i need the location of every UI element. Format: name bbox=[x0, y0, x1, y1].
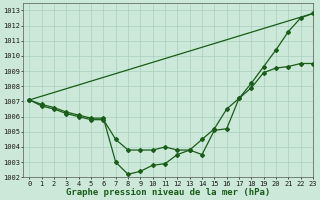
X-axis label: Graphe pression niveau de la mer (hPa): Graphe pression niveau de la mer (hPa) bbox=[66, 188, 270, 197]
